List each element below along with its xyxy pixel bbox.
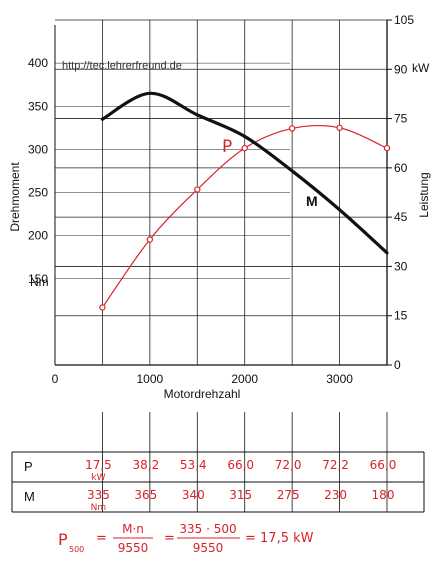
left-tick-label: 400 (28, 56, 48, 70)
x-tick-label: 1000 (137, 372, 164, 386)
right-tick-label: 60 (394, 161, 408, 175)
left-axis-unit: Nm (30, 275, 49, 289)
right-axis-title: Leistung (417, 172, 431, 217)
table-cell: 275 (277, 488, 300, 502)
formula-eq: = (96, 531, 107, 546)
table-cell: 335 (87, 488, 110, 502)
chart-labels: 0 1000 2000 3000 0 15 30 45 60 75 90 105 150 200 250 30… (28, 13, 414, 386)
x-tick-label: 0 (52, 372, 59, 386)
table-row-label: P (24, 459, 33, 474)
table-cell: 180 (372, 488, 395, 502)
chart-grid (55, 19, 388, 366)
series-line-m (100, 91, 389, 255)
chart-axes (54, 19, 392, 366)
left-tick-label: 350 (28, 99, 48, 113)
table-cell: 66,0 (370, 458, 397, 472)
right-tick-label: 15 (394, 309, 408, 323)
left-tick-label: 300 (28, 142, 48, 156)
right-tick-label: 30 (394, 259, 408, 273)
data-point-p (99, 304, 106, 311)
watermark-text: http://tec.lehrerfreund.de (62, 60, 182, 72)
data-point-p (194, 186, 201, 193)
formula-lhs: P (58, 530, 68, 549)
data-point-p (336, 124, 343, 131)
table-cell: 38,2 (132, 458, 159, 472)
chart-series (99, 91, 391, 311)
series-label-p: P (222, 137, 232, 157)
x-axis-title: Motordrehzahl (164, 387, 241, 401)
left-tick-label: 150 (28, 272, 48, 286)
table-cell: 340 (182, 488, 205, 502)
formula-frac1-num: M·n (122, 522, 144, 536)
formula-frac2-den: 9550 (193, 541, 224, 555)
left-tick-label: 200 (28, 229, 48, 243)
right-tick-label: 105 (394, 13, 414, 27)
table-cell: 365 (134, 488, 157, 502)
formula-lhs-sub: 500 (69, 545, 84, 554)
formula-frac1-den: 9550 (118, 541, 149, 555)
table-cell: 72,0 (275, 458, 302, 472)
data-point-p (241, 144, 248, 152)
table-row-label: M (24, 489, 35, 504)
table-cell: 230 (324, 488, 347, 502)
formula-result: = 17,5 kW (245, 531, 314, 546)
table-cell: 315 (229, 488, 252, 502)
formula-frac2-num: 335 · 500 (179, 522, 236, 536)
right-tick-label: 90 (394, 62, 408, 76)
values-table: P 17,5 38,2 53,4 66,0 72,0 72,2 66,0 kW M 335 365 34… (11, 412, 425, 513)
left-axis-title: Drehmoment (8, 162, 22, 232)
formula: P 500 = M·n 9550 = 335 · 500 9550 = 17,5… (58, 522, 314, 555)
right-tick-label: 0 (394, 358, 401, 372)
x-tick-label: 2000 (231, 372, 258, 386)
data-point-p (288, 125, 296, 132)
data-point-p (383, 144, 391, 152)
right-tick-label: 45 (394, 210, 408, 224)
data-point-p (146, 236, 154, 243)
table-cell: 66,0 (227, 458, 254, 472)
table-cell: 53,4 (180, 458, 207, 472)
table-cell: 72,2 (322, 458, 349, 472)
series-label-m: M (306, 193, 318, 209)
table-unit: Nm (91, 503, 107, 513)
right-tick-label: 75 (394, 112, 408, 126)
left-tick-label: 250 (28, 186, 48, 200)
table-unit: kW (91, 473, 105, 483)
right-axis-unit: kW (412, 61, 430, 75)
table-cell: 17,5 (85, 458, 112, 472)
formula-eq2: = (164, 531, 175, 546)
x-tick-label: 3000 (326, 372, 353, 386)
